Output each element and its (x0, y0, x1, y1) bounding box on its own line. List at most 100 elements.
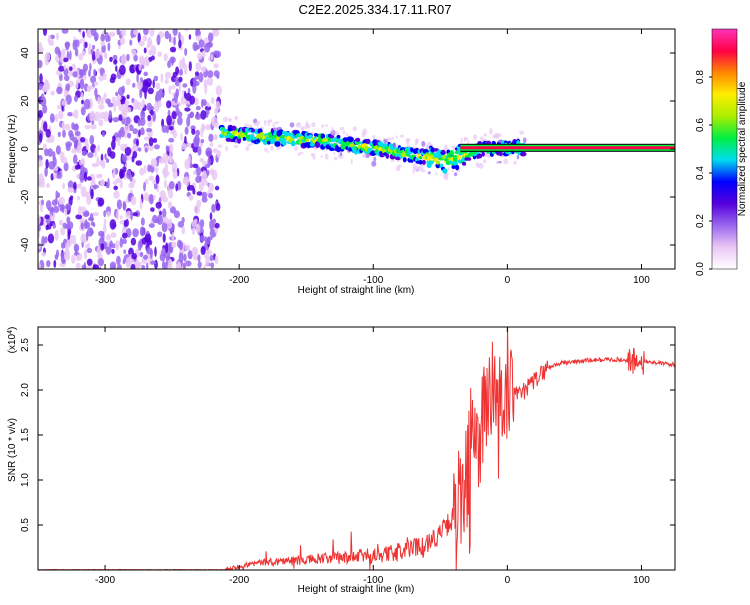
x-tick-label: 0 (505, 575, 511, 586)
noise-blob (188, 34, 192, 40)
y-tick-label: 40 (20, 47, 31, 59)
noise-blob (81, 50, 86, 56)
noise-blob (167, 156, 174, 164)
noise-blob (115, 65, 118, 72)
ridge-blob (231, 125, 237, 131)
noise-blob (113, 167, 116, 179)
noise-blob (38, 173, 44, 182)
noise-blob (82, 63, 88, 72)
noise-blob (139, 198, 143, 210)
noise-blob (119, 126, 126, 138)
noise-blob (196, 199, 202, 208)
noise-blob (167, 201, 173, 209)
noise-blob (64, 208, 68, 217)
noise-blob (61, 29, 69, 34)
noise-blob (169, 143, 174, 154)
halo-blob (264, 147, 268, 152)
noise-blob (85, 244, 89, 249)
halo-blob (222, 116, 229, 123)
noise-blob (184, 47, 188, 56)
noise-blob (154, 167, 159, 173)
noise-blob (181, 226, 186, 235)
noise-blob (184, 244, 191, 251)
x-tick-label: -200 (229, 575, 249, 586)
noise-blob (54, 229, 59, 241)
noise-blob (211, 203, 216, 213)
noise-blob (100, 97, 104, 106)
noise-blob (204, 43, 211, 53)
noise-blob (38, 228, 41, 240)
colorbar-tick-label: 0.0 (695, 262, 706, 276)
noise-blob (124, 143, 128, 148)
noise-blob (175, 183, 179, 192)
noise-blob (65, 203, 72, 211)
noise-blob (169, 46, 177, 53)
noise-blob (38, 241, 41, 250)
noise-blob (173, 210, 180, 219)
noise-blob (108, 31, 116, 37)
noise-blob (82, 31, 85, 38)
halo-blob (331, 126, 334, 134)
ridge-blob (451, 165, 456, 170)
noise-blob (71, 63, 76, 71)
noise-blob (169, 206, 176, 214)
noise-blob (97, 144, 100, 152)
noise-blob (119, 37, 126, 45)
noise-blob (65, 143, 71, 152)
noise-blob (116, 264, 122, 269)
noise-blob (129, 39, 133, 46)
noise-blob (194, 71, 200, 77)
halo-blob (473, 134, 477, 141)
ridge-blob (481, 151, 485, 157)
noise-blob (177, 261, 181, 269)
halo-blob (254, 121, 260, 127)
noise-blob (70, 195, 74, 201)
noise-blob (89, 111, 95, 122)
halo-blob (217, 144, 223, 148)
noise-blob (178, 76, 183, 83)
ridge-blob (347, 136, 354, 143)
halo-blob (383, 139, 389, 144)
noise-blob (148, 137, 154, 147)
halo-blob (496, 161, 499, 164)
noise-blob (163, 53, 168, 62)
halo-blob (412, 168, 415, 175)
noise-blob (41, 251, 46, 257)
noise-blob (53, 259, 57, 268)
halo-blob (395, 135, 398, 139)
noise-blob (38, 224, 41, 232)
colorbar-ticks: 0.0 0.2 0.4 0.6 0.8 (695, 70, 712, 276)
noise-blob (138, 40, 145, 47)
noise-blob (42, 29, 48, 36)
x-tick-label: -100 (363, 275, 383, 286)
noise-blob (116, 199, 122, 210)
ridge-blob (336, 134, 341, 139)
ridge-blob (449, 149, 454, 156)
halo-blob (522, 137, 527, 144)
ridge-blob (477, 153, 483, 159)
noise-blob (68, 130, 74, 137)
noise-blob (106, 158, 109, 164)
noise-blob (109, 56, 113, 63)
noise-blob (46, 138, 51, 143)
noise-blob (202, 124, 206, 130)
noise-blob (184, 107, 191, 112)
noise-blob (115, 99, 121, 107)
noise-blob (148, 175, 154, 181)
noise-blob (83, 249, 88, 260)
ridge-blob (232, 130, 236, 136)
noise-blob (167, 218, 173, 230)
noise-blob (109, 77, 116, 84)
noise-blob (38, 46, 44, 53)
noise-blob (78, 39, 83, 44)
noise-blob (85, 191, 90, 199)
halo-blob (235, 116, 238, 120)
ridge-blob (266, 141, 271, 145)
x-tick-label: -300 (95, 275, 115, 286)
noise-blob (194, 45, 201, 50)
noise-blob (105, 98, 111, 104)
ridge-blob (462, 161, 467, 166)
ridge-blob (410, 147, 414, 153)
noise-blob (123, 125, 130, 133)
x-tick-label: -100 (363, 575, 383, 586)
